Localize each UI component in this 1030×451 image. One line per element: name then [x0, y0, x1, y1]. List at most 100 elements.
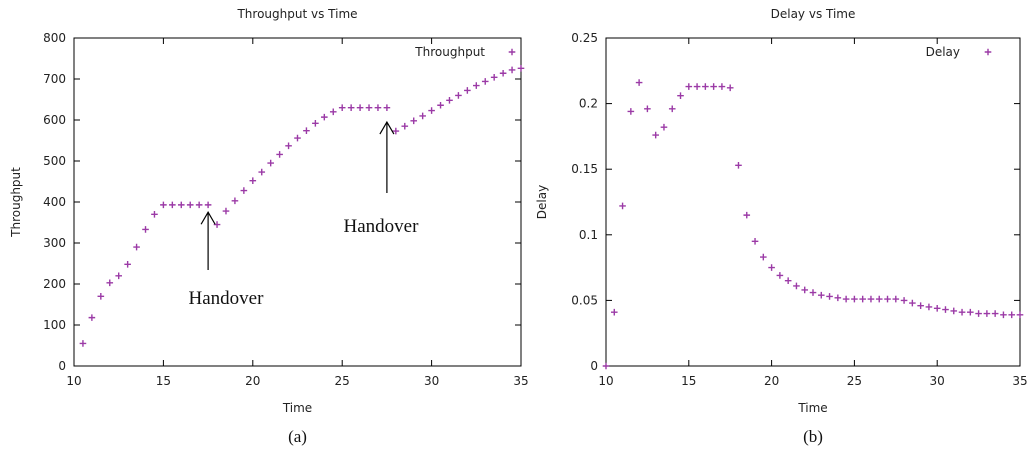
data-point	[231, 197, 239, 205]
series-delay	[602, 79, 1024, 370]
data-point	[950, 307, 958, 315]
data-point	[652, 131, 659, 139]
data-point	[776, 272, 784, 279]
data-point	[222, 207, 230, 215]
data-point	[900, 297, 908, 304]
data-point	[133, 243, 140, 251]
series-throughput	[79, 65, 525, 347]
data-point	[428, 107, 435, 114]
data-point	[490, 74, 498, 81]
data-point	[249, 177, 257, 184]
data-point	[751, 238, 759, 245]
y-tick-label: 0.2	[579, 97, 598, 111]
data-point	[177, 201, 185, 209]
data-point	[942, 306, 949, 313]
y-tick-label: 400	[43, 195, 66, 209]
data-point	[169, 201, 176, 209]
data-point	[726, 84, 734, 92]
legend-marker	[508, 48, 516, 56]
data-point	[710, 83, 717, 90]
data-point	[338, 104, 346, 111]
data-point	[321, 113, 328, 121]
data-point	[610, 308, 618, 316]
data-point	[644, 105, 651, 113]
data-point	[602, 362, 610, 370]
annotation-arrowhead	[200, 211, 216, 225]
data-point	[1000, 311, 1007, 319]
data-point	[294, 134, 301, 142]
data-point	[851, 295, 858, 303]
data-point	[660, 123, 668, 131]
y-axis-label: Delay	[535, 185, 549, 219]
data-point	[768, 264, 775, 271]
data-point	[1008, 311, 1016, 319]
data-point	[499, 69, 507, 77]
data-point	[401, 122, 409, 130]
data-point	[312, 119, 319, 127]
data-point	[909, 299, 916, 307]
x-tick-label: 10	[598, 374, 613, 388]
data-point	[142, 226, 149, 233]
data-point	[106, 279, 114, 287]
x-tick-label: 25	[847, 374, 862, 388]
y-tick-label: 200	[43, 277, 66, 291]
y-tick-label: 300	[43, 236, 66, 250]
data-point	[884, 295, 891, 303]
delay-chart	[602, 37, 1024, 370]
y-tick-label: 0	[58, 359, 66, 373]
chart-title: Delay vs Time	[771, 7, 856, 21]
data-point	[160, 201, 167, 209]
data-point	[240, 187, 248, 194]
x-tick-label: 20	[245, 374, 260, 388]
y-tick-label: 100	[43, 318, 66, 332]
data-point	[115, 272, 122, 280]
delay-plot-frame	[605, 37, 1021, 367]
data-point	[826, 293, 833, 300]
x-axis-label: Time	[797, 401, 827, 415]
y-tick-label: 0.05	[571, 293, 598, 307]
data-point	[743, 211, 751, 219]
data-point	[186, 201, 194, 209]
x-tick-label: 10	[66, 374, 81, 388]
y-axis-label: Throughput	[9, 167, 23, 238]
data-point	[276, 151, 283, 158]
data-point	[383, 104, 391, 111]
data-point	[834, 294, 842, 302]
data-point	[702, 83, 709, 90]
annotation-arrowhead	[379, 120, 395, 135]
data-point	[693, 83, 701, 90]
data-point	[329, 108, 337, 116]
data-point	[784, 277, 792, 285]
data-point	[627, 108, 635, 115]
y-tick-label: 800	[43, 31, 66, 45]
annotation-label: Handover	[189, 288, 265, 309]
x-tick-label: 25	[335, 374, 350, 388]
y-tick-label: 600	[43, 113, 66, 127]
data-point	[917, 302, 924, 309]
data-point	[356, 104, 364, 111]
data-point	[410, 117, 418, 125]
throughput-chart	[73, 37, 525, 367]
data-point	[801, 286, 809, 294]
data-point	[842, 295, 850, 303]
legend-marker	[984, 48, 992, 56]
data-point	[124, 261, 131, 268]
data-point	[455, 92, 462, 99]
data-point	[967, 308, 974, 316]
data-point	[473, 82, 480, 89]
data-point	[419, 112, 426, 120]
y-tick-label: 700	[43, 72, 66, 86]
annotation-label: Handover	[344, 216, 420, 237]
y-tick-label: 0.15	[571, 162, 598, 176]
data-point	[635, 79, 643, 86]
data-point	[859, 295, 866, 303]
chart-title: Throughput vs Time	[236, 7, 357, 21]
y-tick-label: 0.1	[579, 228, 598, 242]
data-point	[735, 161, 742, 169]
x-tick-label: 30	[930, 374, 945, 388]
x-tick-label: 35	[513, 374, 528, 388]
figure-caption: (b)	[803, 427, 823, 446]
data-point	[392, 127, 400, 135]
x-tick-label: 15	[156, 374, 171, 388]
